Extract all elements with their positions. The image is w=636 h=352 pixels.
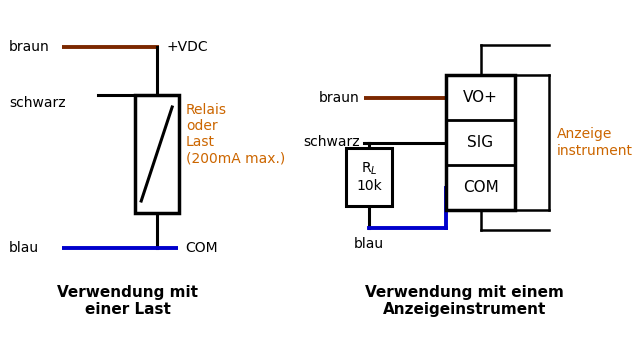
- Text: blau: blau: [354, 238, 384, 251]
- Text: Verwendung mit einem
Anzeigeinstrument: Verwendung mit einem Anzeigeinstrument: [365, 285, 564, 318]
- Text: braun: braun: [9, 40, 50, 54]
- Text: COM: COM: [462, 180, 499, 195]
- Text: schwarz: schwarz: [303, 136, 360, 150]
- Bar: [135, 95, 179, 213]
- Text: COM: COM: [185, 241, 218, 255]
- Bar: [346, 147, 392, 206]
- Text: SIG: SIG: [467, 135, 494, 150]
- Text: Verwendung mit
einer Last: Verwendung mit einer Last: [57, 285, 198, 318]
- Bar: [446, 75, 515, 210]
- Text: schwarz: schwarz: [9, 96, 66, 110]
- Text: +VDC: +VDC: [167, 40, 209, 54]
- Text: blau: blau: [9, 241, 39, 255]
- Text: VO+: VO+: [463, 90, 498, 105]
- Text: Anzeige
instrument: Anzeige instrument: [556, 127, 633, 158]
- Text: Relais
oder
Last
(200mA max.): Relais oder Last (200mA max.): [186, 103, 285, 165]
- Text: R$_L$
10k: R$_L$ 10k: [356, 160, 382, 193]
- Text: braun: braun: [319, 90, 360, 105]
